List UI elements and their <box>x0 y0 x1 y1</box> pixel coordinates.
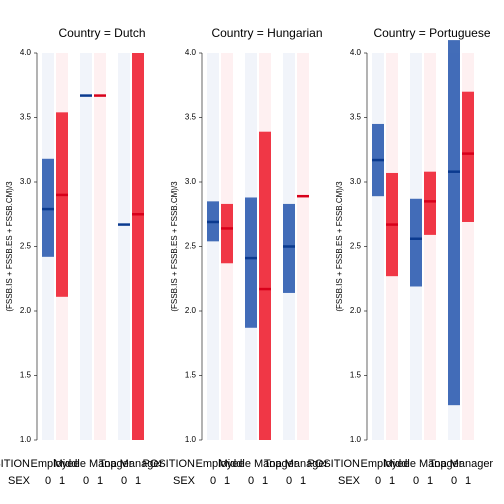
sex-label: 0 <box>413 475 419 487</box>
y-tick-label: 2.5 <box>350 242 362 251</box>
y-axis-label: (FSSB.IS + FSSB.ES + FSSB.CM)/3 <box>335 181 344 312</box>
y-tick-label: 2.0 <box>350 306 362 315</box>
sex-label: 0 <box>451 475 457 487</box>
x-tick-label: Top Manager <box>429 458 494 470</box>
panel-title: Country = Portuguese <box>373 26 490 40</box>
y-tick-label: 1.0 <box>350 435 362 444</box>
x-tick-label: Top Manager <box>264 458 329 470</box>
interval-box <box>56 112 68 297</box>
sub-axis-label: SEX <box>8 475 31 487</box>
interval-box <box>221 203 233 264</box>
background-band <box>372 53 384 440</box>
background-band <box>94 53 106 440</box>
y-tick-label: 3.0 <box>350 177 362 186</box>
y-tick-label: 4.0 <box>20 48 32 57</box>
interval-box <box>259 131 271 440</box>
sex-label: 0 <box>121 475 127 487</box>
sex-label: 0 <box>248 475 254 487</box>
x-tick-label: Middle Manager <box>384 458 463 470</box>
sex-label: 0 <box>210 475 216 487</box>
y-tick-label: 1.0 <box>185 435 197 444</box>
x-tick-label: Employee <box>361 458 410 470</box>
sex-label: 1 <box>427 475 433 487</box>
x-tick-label: Middle Manager <box>219 458 298 470</box>
sex-label: 1 <box>389 475 395 487</box>
y-tick-label: 3.5 <box>350 113 362 122</box>
y-tick-label: 2.5 <box>185 242 197 251</box>
y-tick-label: 1.0 <box>20 435 32 444</box>
x-axis-label: POSITION <box>142 458 195 470</box>
y-tick-label: 3.5 <box>185 113 197 122</box>
sex-label: 1 <box>465 475 471 487</box>
y-tick-label: 3.5 <box>20 113 32 122</box>
y-tick-label: 3.0 <box>20 177 32 186</box>
background-band <box>118 53 130 440</box>
panel-title: Country = Dutch <box>58 26 145 40</box>
sex-label: 1 <box>97 475 103 487</box>
sex-label: 1 <box>262 475 268 487</box>
y-tick-label: 2.0 <box>20 306 32 315</box>
interval-box <box>283 203 295 293</box>
interval-box <box>462 91 474 222</box>
sub-axis-label: SEX <box>338 475 361 487</box>
x-axis-label: POSITION <box>0 458 30 470</box>
background-band <box>424 53 436 440</box>
y-tick-label: 3.0 <box>185 177 197 186</box>
y-tick-label: 1.5 <box>20 371 32 380</box>
background-band <box>80 53 92 440</box>
interval-box <box>42 158 54 257</box>
panel-title: Country = Hungarian <box>211 26 322 40</box>
x-tick-label: Employee <box>196 458 245 470</box>
interval-box <box>410 198 422 287</box>
interval-box <box>448 40 460 406</box>
y-tick-label: 2.0 <box>185 306 197 315</box>
sex-label: 0 <box>45 475 51 487</box>
y-tick-label: 4.0 <box>350 48 362 57</box>
interval-box <box>132 53 144 440</box>
x-tick-label: Top Manager <box>99 458 164 470</box>
y-tick-label: 1.5 <box>350 371 362 380</box>
interval-box <box>424 171 436 235</box>
sex-label: 1 <box>135 475 141 487</box>
background-band <box>207 53 219 440</box>
y-tick-label: 1.5 <box>185 371 197 380</box>
y-tick-label: 2.5 <box>20 242 32 251</box>
background-band <box>297 53 309 440</box>
y-axis-label: (FSSB.IS + FSSB.ES + FSSB.CM)/3 <box>5 181 14 312</box>
sex-label: 1 <box>59 475 65 487</box>
sex-label: 0 <box>286 475 292 487</box>
sex-label: 1 <box>300 475 306 487</box>
y-axis-label: (FSSB.IS + FSSB.ES + FSSB.CM)/3 <box>170 181 179 312</box>
x-axis-label: POSITION <box>307 458 360 470</box>
sex-label: 1 <box>224 475 230 487</box>
sub-axis-label: SEX <box>173 475 196 487</box>
sex-label: 0 <box>375 475 381 487</box>
y-tick-label: 4.0 <box>185 48 197 57</box>
sex-label: 0 <box>83 475 89 487</box>
x-tick-label: Employee <box>31 458 80 470</box>
interval-box <box>245 197 257 328</box>
x-tick-label: Middle Manager <box>54 458 133 470</box>
